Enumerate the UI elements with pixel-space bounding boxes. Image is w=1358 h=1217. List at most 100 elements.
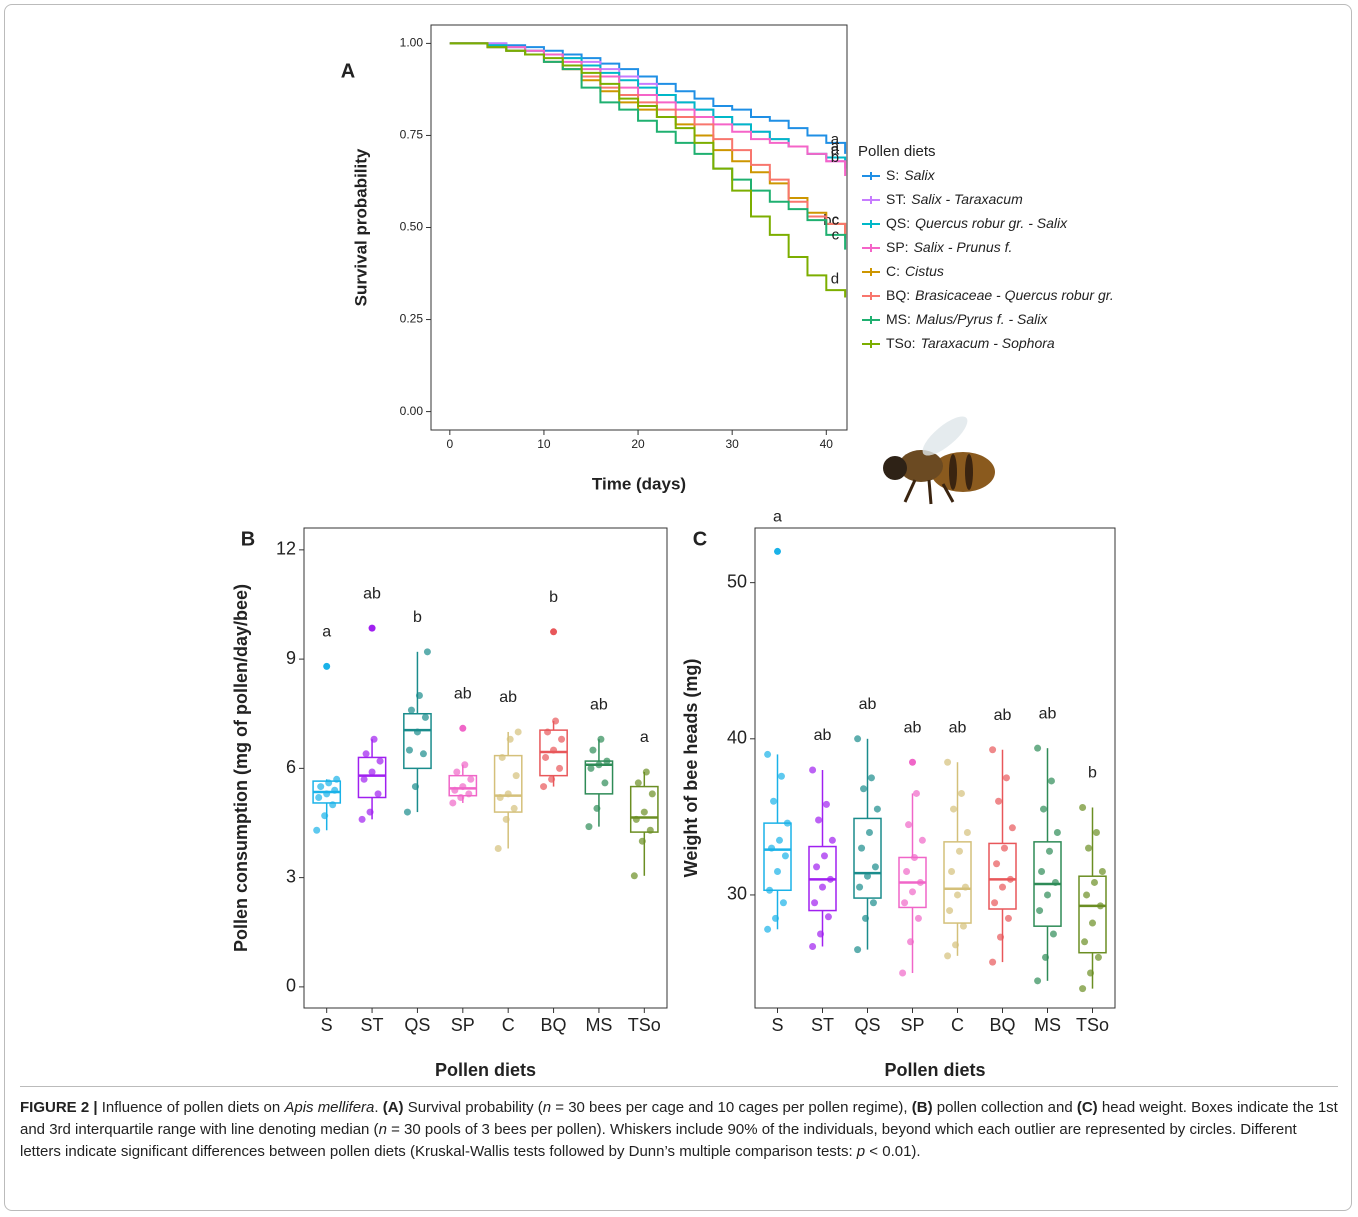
data-point (854, 735, 862, 743)
data-point (648, 790, 656, 798)
data-point (1051, 878, 1059, 886)
data-point (642, 768, 650, 776)
data-point (415, 692, 423, 700)
data-point (321, 812, 329, 820)
data-point (999, 883, 1006, 891)
significance-letter: ab (859, 696, 877, 713)
data-point (640, 808, 648, 816)
legend-name: Salix (904, 167, 935, 183)
caption-text: Influence of pollen diets on (97, 1099, 285, 1116)
data-point (775, 836, 783, 844)
data-point (323, 790, 331, 798)
y-tick-label: 0.25 (400, 312, 424, 326)
x-tick-label: SP (451, 1015, 475, 1035)
data-point (1094, 953, 1102, 961)
data-point (766, 886, 774, 894)
data-point (506, 735, 514, 743)
data-point (1090, 878, 1098, 886)
data-point (496, 793, 504, 801)
data-point (465, 790, 473, 798)
data-point (1081, 938, 1089, 946)
significance-letter: b (831, 149, 839, 166)
legend-entry: BQ: Brasicaceae - Quercus robur gr. (886, 287, 1114, 303)
data-point (764, 750, 772, 758)
data-point (916, 878, 924, 886)
data-point (1006, 875, 1014, 883)
data-point (772, 914, 780, 922)
data-point (903, 868, 911, 876)
data-point (459, 783, 467, 791)
legend-name: Malus/Pyrus f. - Salix (916, 311, 1048, 327)
legend-code: ST: (886, 191, 906, 207)
data-point (457, 793, 465, 801)
significance-letter: ab (499, 689, 517, 706)
significance-letter: c (832, 212, 840, 229)
data-point (421, 713, 429, 721)
data-point (646, 826, 654, 834)
significance-letter: a (322, 624, 331, 641)
data-point (315, 793, 323, 801)
data-point (822, 800, 830, 808)
data-point (828, 836, 836, 844)
data-point (813, 863, 821, 871)
y-tick-label: 30 (727, 884, 747, 904)
legend-entry: S: Salix (886, 167, 936, 183)
legend-title: Pollen diets (858, 143, 936, 160)
figure-caption: FIGURE 2 | Influence of pollen diets on … (20, 1097, 1338, 1163)
data-point (954, 891, 961, 899)
data-point (333, 775, 341, 783)
data-point (819, 883, 826, 891)
data-point (1079, 985, 1087, 993)
outlier (323, 662, 331, 670)
data-point (544, 728, 552, 736)
data-point (366, 808, 374, 816)
y-tick-label: 0 (286, 976, 296, 996)
x-tick-label: QS (854, 1015, 880, 1035)
data-point (944, 952, 952, 960)
data-point (630, 872, 638, 880)
y-tick-label: 0.75 (400, 128, 424, 142)
y-tick-label: 12 (276, 539, 296, 559)
x-tick-label: SP (900, 1015, 924, 1035)
data-point (905, 821, 913, 829)
significance-letter: ab (454, 686, 472, 703)
significance-letter: a (640, 729, 649, 746)
significance-letter: b (549, 589, 558, 606)
data-point (856, 883, 864, 891)
legend-name: Brasicaceae - Quercus robur gr. (915, 287, 1114, 303)
significance-letter: ab (363, 585, 381, 602)
data-point (370, 735, 378, 743)
box (943, 841, 972, 924)
data-point (865, 828, 873, 836)
data-point (809, 942, 817, 950)
survival-line (449, 42, 847, 154)
survival-line (449, 42, 847, 239)
data-point (952, 941, 960, 949)
data-point (1049, 930, 1057, 938)
data-point (423, 648, 431, 656)
legend-entry: ST: Salix - Taraxacum (886, 191, 1023, 207)
data-point (595, 761, 603, 769)
data-point (407, 706, 415, 714)
data-point (995, 797, 1003, 805)
outlier (459, 724, 467, 732)
x-tick-label: ST (811, 1015, 834, 1035)
x-tick-label: 30 (725, 437, 739, 451)
legend-code: SP: (886, 239, 909, 255)
data-point (946, 907, 954, 915)
data-point (955, 847, 963, 855)
data-point (597, 735, 605, 743)
data-point (325, 779, 333, 787)
data-point (1047, 777, 1055, 785)
x-tick-label: 40 (820, 437, 834, 451)
y-tick-label: 50 (727, 571, 747, 591)
data-point (997, 933, 1005, 941)
data-point (991, 899, 999, 907)
data-point (467, 775, 475, 783)
data-point (498, 753, 506, 761)
outlier (368, 624, 376, 632)
data-point (811, 899, 819, 907)
data-point (860, 785, 868, 793)
caption-text: p (856, 1143, 866, 1160)
data-point (854, 946, 862, 954)
